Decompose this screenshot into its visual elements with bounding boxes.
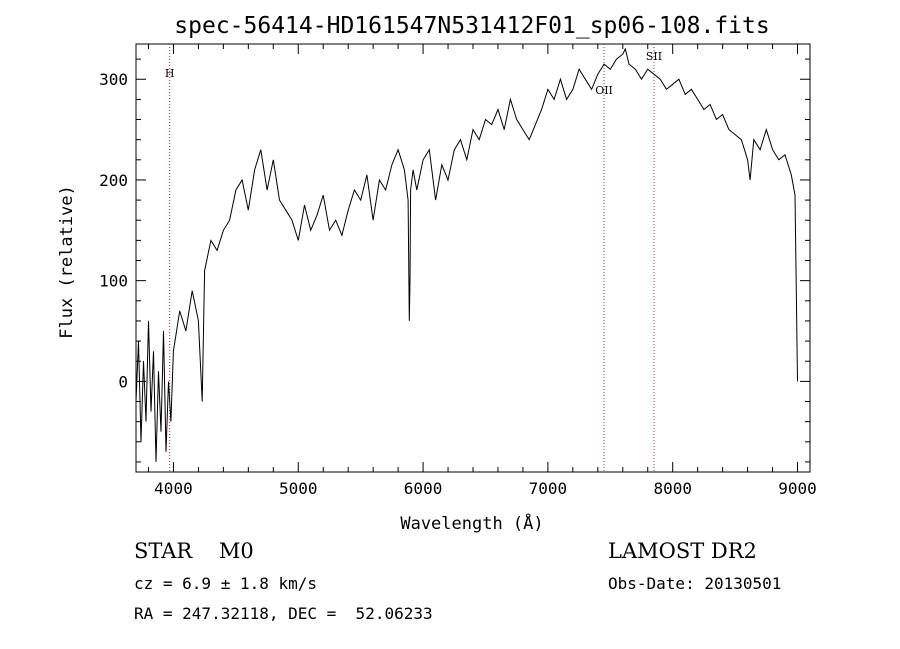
x-tick-label: 5000: [279, 479, 318, 498]
plot-frame: [135, 43, 811, 473]
x-axis-label: Wavelength (Å): [400, 512, 543, 534]
chart-title: spec-56414-HD161547N531412F01_sp06-108.f…: [174, 13, 769, 39]
y-axis-ticks: 0 100 200 300: [99, 58, 810, 463]
y-tick-label: 0: [118, 372, 128, 391]
line-marker-label: OII: [595, 84, 613, 97]
line-markers: H OII SII: [165, 44, 662, 472]
x-tick-label: 6000: [404, 479, 443, 498]
class-label: STAR M0: [134, 539, 254, 563]
y-tick-label: 200: [99, 171, 128, 190]
obs-date: Obs-Date: 20130501: [608, 574, 782, 593]
coordinates: RA = 247.32118, DEC = 52.06233: [134, 604, 433, 623]
line-marker-label: H: [165, 67, 175, 80]
x-tick-label: 7000: [529, 479, 568, 498]
cz-value: cz = 6.9 ± 1.8 km/s: [134, 574, 318, 593]
survey-label: LAMOST DR2: [608, 539, 757, 563]
x-axis-ticks: 4000 5000 6000 7000 8000 9000: [147, 44, 817, 498]
line-marker-label: SII: [646, 50, 662, 63]
y-tick-label: 300: [99, 70, 128, 89]
x-tick-label: 8000: [653, 479, 692, 498]
spectrum-line: [135, 47, 798, 462]
x-tick-label: 4000: [154, 479, 193, 498]
x-tick-label: 9000: [778, 479, 817, 498]
y-axis-label: Flux (relative): [57, 185, 77, 339]
y-tick-label: 100: [99, 272, 128, 291]
